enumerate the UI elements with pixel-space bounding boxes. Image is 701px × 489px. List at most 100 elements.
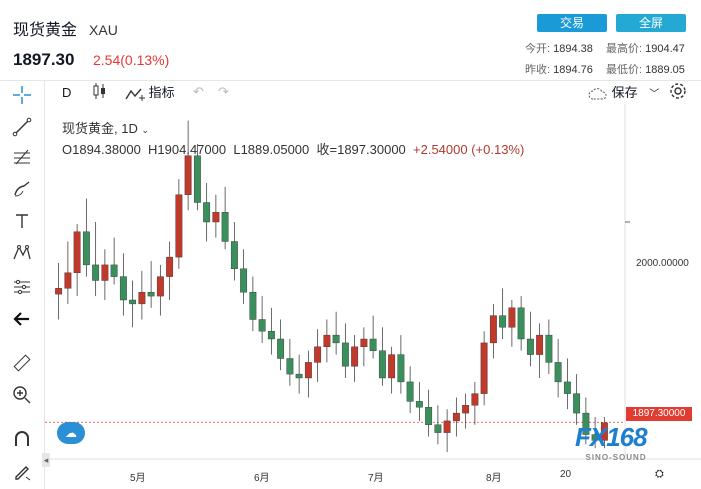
stat-open-label: 今开: (525, 43, 551, 55)
candle (508, 300, 516, 347)
current-price: 1897.30 (13, 50, 75, 69)
candle-body-down (526, 338, 534, 355)
fib-tool-icon[interactable] (10, 147, 34, 171)
candle (434, 405, 442, 445)
stat-low: 最低价: 1889.05 (606, 61, 685, 77)
candle-body-down (425, 407, 433, 425)
instrument-symbol: XAU (89, 22, 118, 38)
x-axis-label-20: 20 (560, 469, 572, 480)
candle (397, 335, 405, 394)
back-arrow-icon[interactable] (10, 309, 34, 333)
candle-body-up (138, 291, 146, 305)
candle (536, 323, 544, 378)
candle (406, 366, 414, 414)
ohlc-close: 收=1897.30000 (316, 142, 406, 157)
chart-title-chevron-icon[interactable]: ⌄ (141, 125, 150, 135)
candle-body-up (156, 276, 164, 297)
stat-prev-value: 1894.76 (553, 64, 593, 76)
candle (415, 381, 423, 421)
candle-body-down (378, 350, 386, 379)
text-tool-icon[interactable] (10, 211, 34, 235)
fullscreen-button[interactable]: 全屏 (616, 14, 686, 32)
candle-body-up (480, 342, 488, 394)
candle-body-down (221, 212, 229, 242)
stat-prev-close: 昨收: 1894.76 (525, 61, 593, 77)
candle (119, 253, 127, 316)
crosshair-icon[interactable] (10, 85, 34, 109)
interval-selector[interactable]: D (62, 85, 72, 100)
candle-body-down (582, 412, 590, 435)
candle-body-down (517, 307, 525, 340)
stat-high-value: 1904.47 (645, 43, 685, 55)
candle (240, 249, 248, 304)
tradingview-logo-icon[interactable]: ☁ (57, 422, 85, 444)
time-axis-settings-icon[interactable]: ⛭ (655, 468, 664, 480)
candle (175, 179, 183, 269)
chevron-down-icon[interactable]: ﹀ (649, 89, 660, 100)
candle-body-down (277, 338, 285, 359)
candle-body-down (341, 342, 349, 367)
ohlc-change: +2.54000 (+0.13%) (413, 142, 525, 157)
stat-low-label: 最低价: (606, 64, 643, 76)
candle (351, 335, 359, 382)
candlestick-chart[interactable] (45, 104, 701, 460)
candle (267, 307, 275, 355)
chart-title-text: 现货黄金, 1D (62, 121, 138, 136)
trade-button[interactable]: 交易 (537, 14, 607, 32)
indicators-button[interactable]: 指标 (125, 82, 175, 102)
brush-icon[interactable] (10, 179, 34, 203)
ruler-icon[interactable] (10, 353, 34, 377)
stat-open: 今开: 1894.38 (525, 40, 593, 56)
candle (73, 223, 81, 297)
scroll-left-icon[interactable]: ◂ (42, 453, 50, 467)
redo-icon[interactable]: ↷ (218, 84, 229, 99)
drawing-toolbar (0, 81, 45, 489)
settings-gear-icon[interactable] (669, 82, 687, 103)
candle-body-down (110, 264, 118, 277)
trend-line-icon[interactable] (10, 117, 34, 141)
candle-body-up (212, 212, 220, 223)
candle (545, 319, 553, 375)
candle (480, 331, 488, 406)
candle (489, 303, 497, 359)
chart-title[interactable]: 现货黄金, 1D ⌄ (62, 118, 149, 137)
candle-body-up (314, 346, 322, 363)
candle-body-up (166, 256, 174, 277)
zoom-in-icon[interactable] (10, 385, 34, 409)
candle-body-up (536, 334, 544, 355)
candle (582, 397, 590, 445)
candle (443, 409, 451, 453)
candle-body-down (193, 155, 201, 203)
pattern-tool-icon[interactable] (10, 243, 34, 267)
candle (360, 327, 368, 367)
candle (193, 144, 201, 211)
candle-body-up (471, 393, 479, 406)
candle (554, 339, 562, 398)
candle-type-icon[interactable] (92, 82, 108, 103)
candle (388, 346, 396, 394)
candle (573, 374, 581, 425)
x-axis-label-june: 6月 (254, 473, 270, 484)
stat-open-value: 1894.38 (553, 43, 593, 55)
stat-high-label: 最高价: (606, 43, 643, 55)
lock-drawings-icon[interactable] (10, 461, 34, 485)
prediction-tool-icon[interactable] (10, 277, 34, 301)
undo-icon[interactable]: ↶ (193, 84, 204, 99)
candle (166, 241, 174, 300)
candle (203, 183, 211, 242)
candle (55, 262, 63, 320)
candle-body-down (82, 231, 90, 266)
fx168-logo: FX168 SINO-SOUND (575, 422, 648, 462)
candle (591, 417, 599, 449)
ohlc-legend: O1894.38000 H1904.47000 L1889.05000 收=18… (62, 139, 524, 158)
stat-high: 最高价: 1904.47 (606, 40, 685, 56)
candle-body-down (240, 268, 248, 293)
save-button[interactable]: 保存 ﹀ (588, 82, 659, 101)
candle-body-up (323, 334, 331, 348)
candle (92, 222, 100, 297)
magnet-icon[interactable] (10, 429, 34, 453)
candle-body-up (508, 307, 516, 328)
candle (526, 311, 534, 367)
candle-body-up (73, 231, 81, 273)
candle-body-down (554, 362, 562, 383)
